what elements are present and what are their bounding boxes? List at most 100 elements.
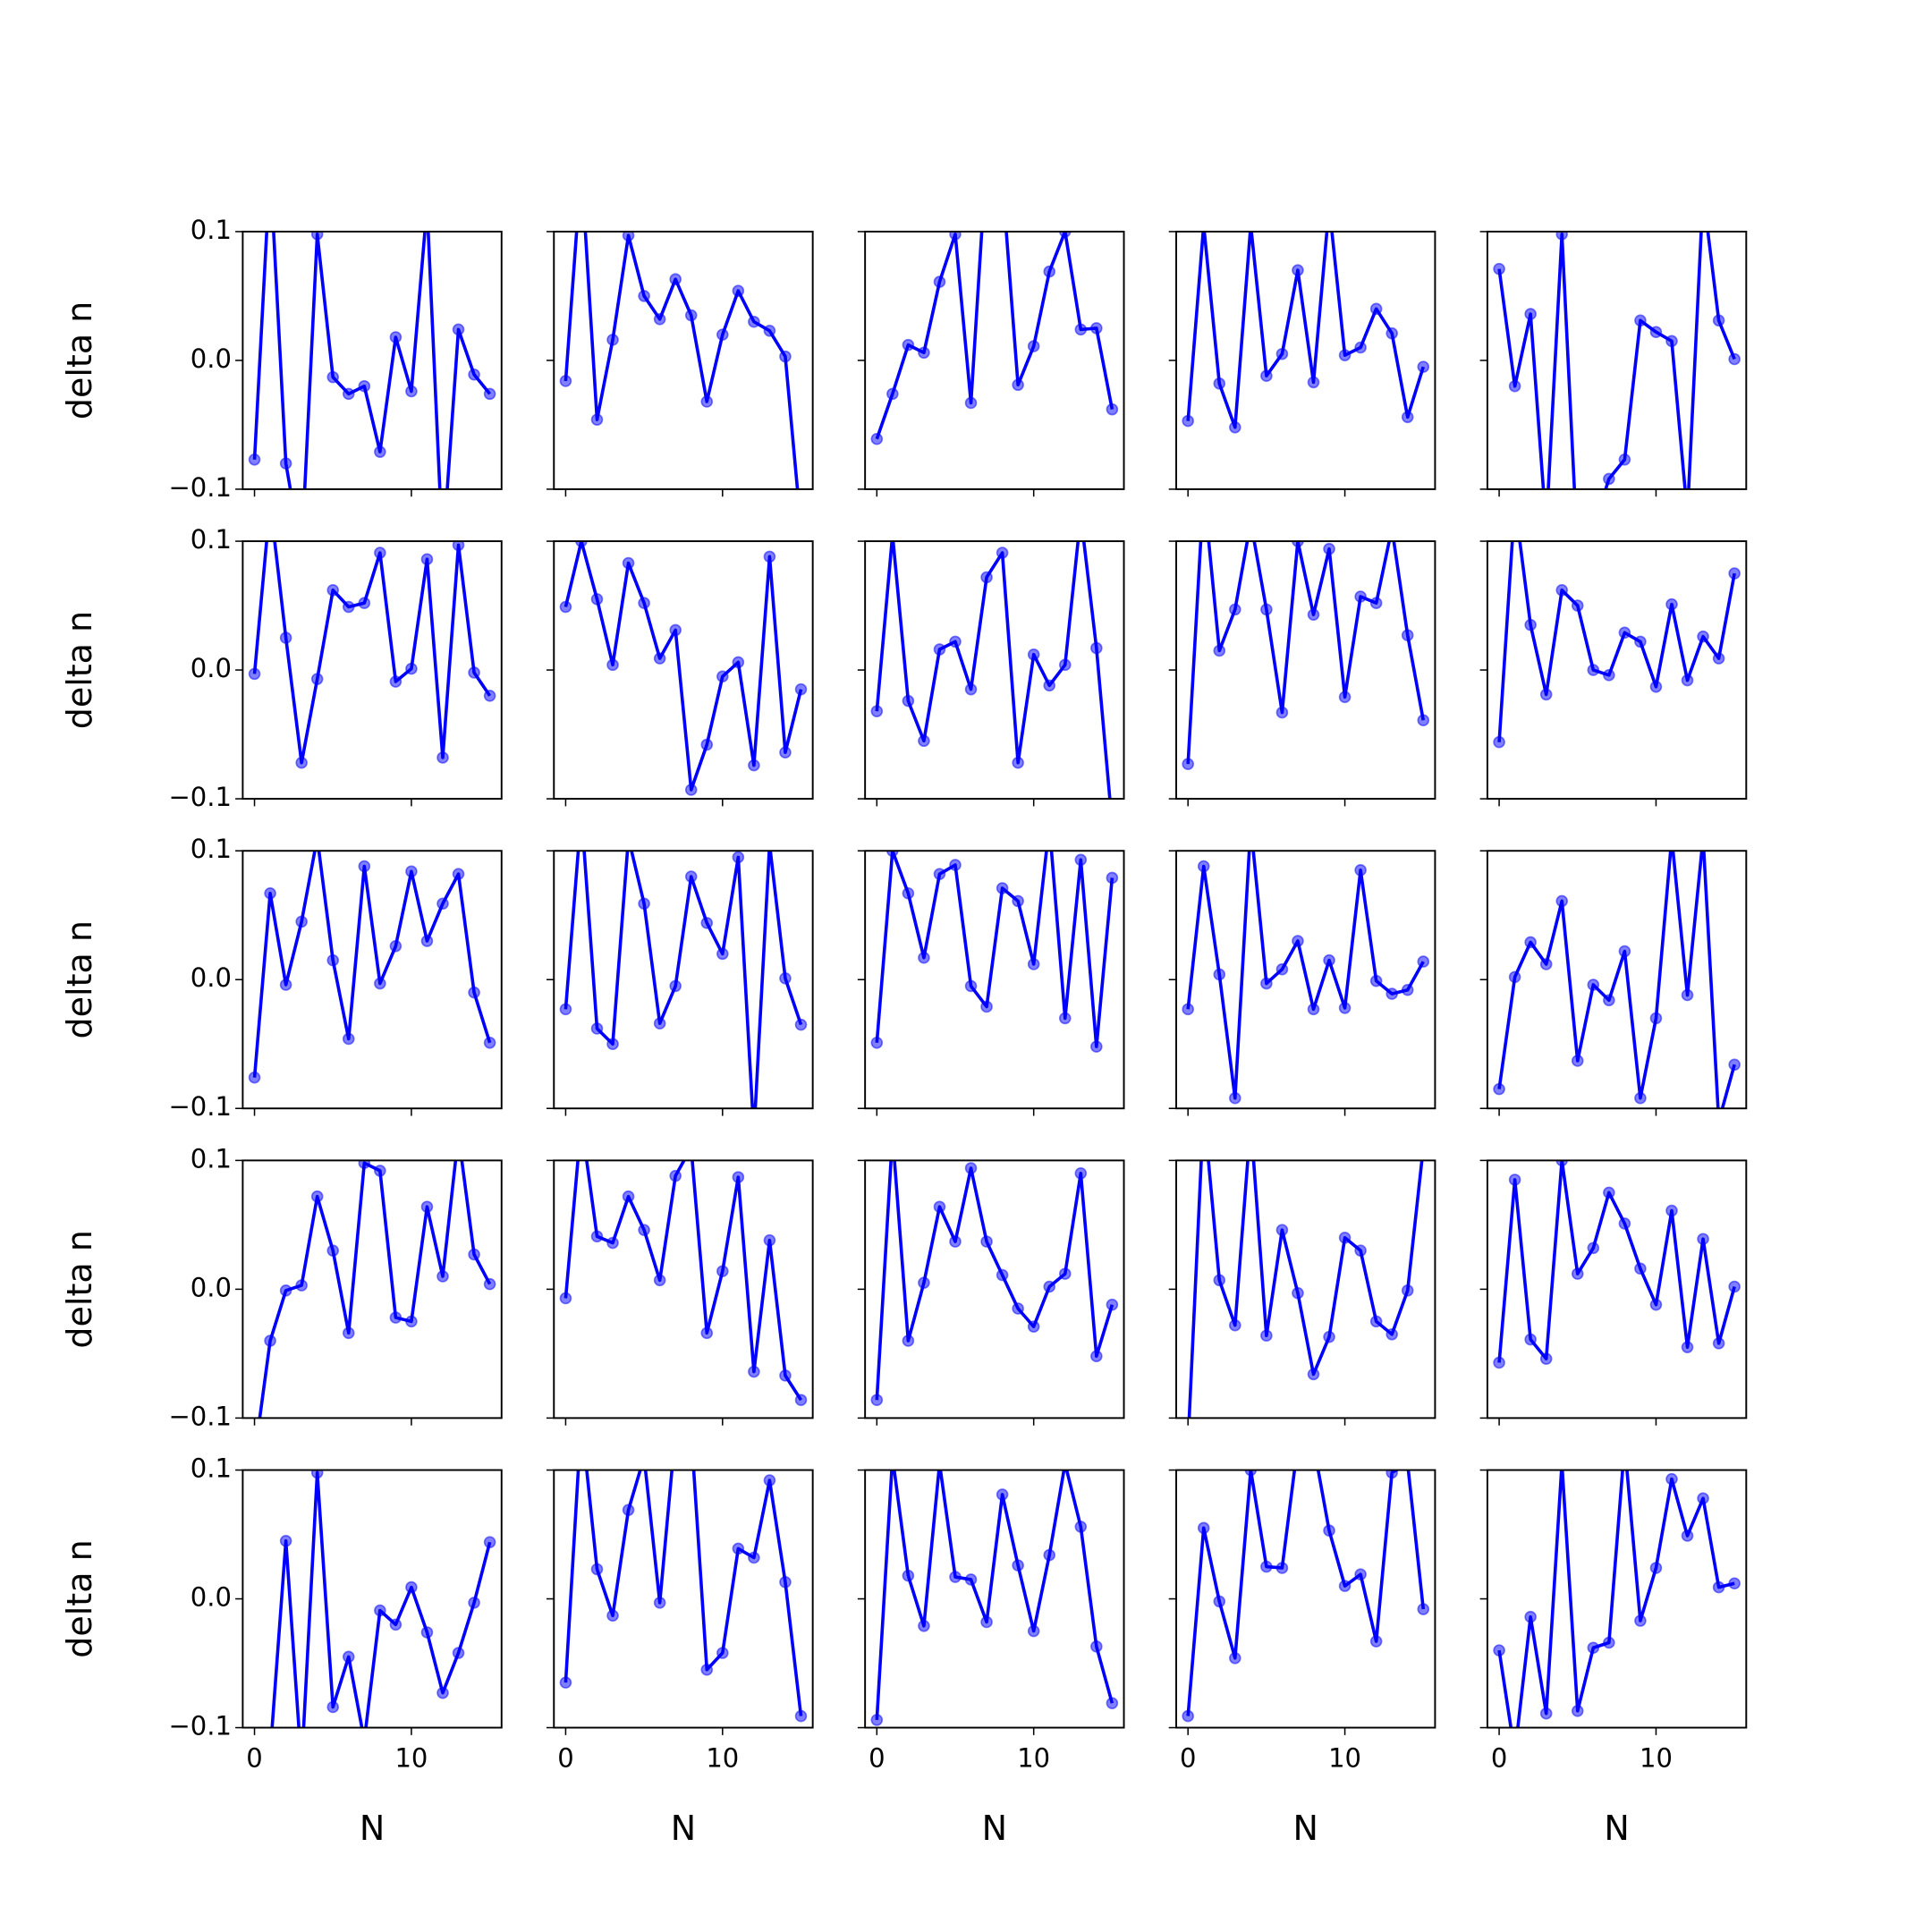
data-point (732, 656, 745, 669)
data-point (1307, 608, 1320, 621)
data-point (1555, 1160, 1569, 1167)
plot-area (1493, 1470, 1741, 1728)
data-line (1187, 1160, 1424, 1419)
data-point (1275, 347, 1289, 360)
data-point (1354, 1244, 1367, 1257)
y-tick-label: 0.0 (191, 343, 232, 374)
axes-frame (1486, 850, 1748, 1110)
data-point (374, 977, 386, 990)
data-point (964, 682, 978, 696)
y-tick-label: −0.1 (169, 1711, 232, 1741)
data-point (1090, 1350, 1103, 1363)
data-point (326, 1244, 340, 1257)
data-line (875, 851, 1114, 1048)
data-line (875, 1470, 1114, 1721)
data-point (279, 631, 292, 644)
data-point (342, 600, 355, 614)
subplot (546, 1159, 814, 1426)
data-point (1417, 1603, 1430, 1615)
data-point (1244, 1470, 1258, 1477)
data-point (483, 1536, 496, 1548)
data-point (389, 940, 402, 953)
data-point (389, 1311, 402, 1324)
subplot: −0.1 0.0 0.1 delta n (60, 215, 503, 503)
data-point (1634, 635, 1647, 648)
data-point (590, 413, 604, 426)
data-point (949, 1235, 962, 1248)
data-point (1229, 1091, 1241, 1105)
data-point (763, 550, 776, 564)
data-point (1697, 630, 1709, 643)
data-point (1649, 1012, 1663, 1025)
axes-frame (1486, 1469, 1748, 1729)
data-point (575, 541, 588, 547)
data-point (1229, 1651, 1241, 1665)
data-point (1260, 1329, 1273, 1343)
data-point (1524, 308, 1537, 320)
data-point (1508, 1174, 1521, 1186)
data-point (684, 309, 698, 322)
data-point (949, 635, 962, 648)
data-point (468, 1597, 480, 1609)
data-point (933, 643, 946, 656)
data-point (374, 1604, 386, 1617)
data-point (1213, 968, 1226, 981)
data-point (1213, 377, 1226, 390)
subplot: 0 10 N (1479, 1469, 1748, 1848)
data-point (794, 1018, 808, 1031)
data-line (1497, 231, 1736, 489)
data-point (436, 751, 449, 764)
data-point (1728, 1058, 1741, 1072)
data-point (248, 1071, 261, 1084)
data-point (1213, 1274, 1226, 1287)
data-point (1665, 1204, 1678, 1217)
subplot (1479, 540, 1748, 807)
data-point (1618, 1217, 1631, 1230)
axes-frame (864, 850, 1125, 1110)
data-line (1497, 1160, 1736, 1363)
data-line (252, 231, 492, 489)
data-point (1260, 603, 1273, 616)
data-point (1493, 262, 1505, 275)
data-point (763, 1474, 776, 1487)
data-point (374, 547, 386, 559)
data-point (700, 917, 714, 929)
data-point (1260, 369, 1273, 382)
data-point (886, 851, 899, 858)
data-point (1106, 402, 1119, 416)
data-point (1539, 1707, 1553, 1720)
y-tick-label: 0.1 (191, 215, 232, 245)
y-tick-label: −0.1 (169, 1091, 232, 1122)
data-point (779, 972, 792, 985)
x-tick-label: 10 (1328, 1743, 1361, 1774)
data-point (1229, 603, 1241, 616)
data-point (1323, 1330, 1335, 1343)
plot-area (258, 1160, 496, 1419)
x-tick-label: 0 (869, 1743, 885, 1774)
data-point (1043, 679, 1056, 692)
data-point (559, 600, 572, 614)
data-point (1043, 1548, 1056, 1562)
data-point (1074, 853, 1088, 867)
data-point (483, 690, 496, 702)
data-point (606, 1038, 619, 1051)
data-point (1681, 988, 1694, 1002)
data-point (1401, 629, 1414, 641)
data-line (270, 1470, 492, 1728)
data-point (1292, 935, 1304, 947)
plot-area (248, 231, 496, 489)
data-point (1369, 597, 1383, 609)
data-point (638, 897, 650, 911)
data-point (326, 370, 340, 384)
data-line (258, 1160, 492, 1419)
data-point (1665, 335, 1678, 348)
data-point (748, 315, 760, 328)
data-point (870, 705, 884, 717)
data-point (1338, 1580, 1352, 1592)
data-point (1401, 1284, 1414, 1297)
data-line (1497, 541, 1736, 742)
data-point (684, 870, 698, 883)
data-point (1539, 688, 1553, 701)
data-point (436, 1270, 449, 1283)
data-line (875, 231, 1114, 440)
